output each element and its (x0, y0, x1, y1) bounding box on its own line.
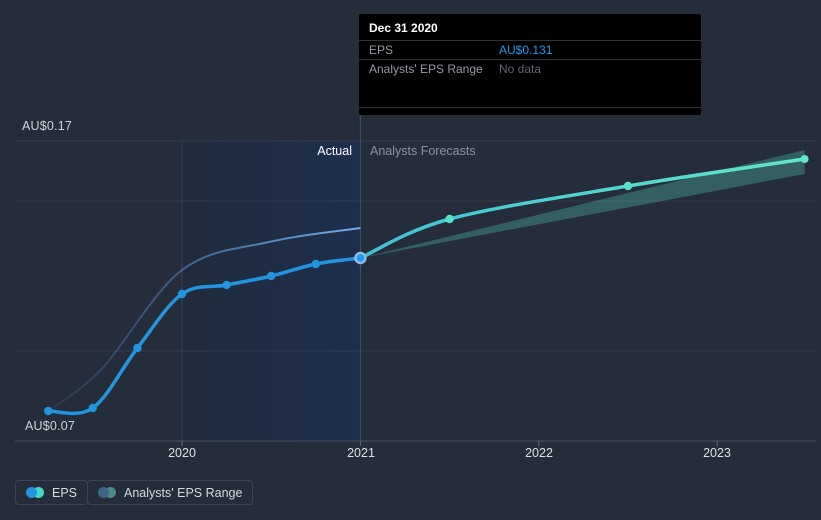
analysts-range-band (360, 150, 805, 258)
eps-dot[interactable] (267, 271, 276, 281)
y-axis-label-bottom: AU$0.07 (25, 419, 76, 433)
eps-line (46, 256, 363, 416)
tooltip-eps-value: AU$0.131 (499, 43, 553, 57)
tooltip-date: Dec 31 2020 (359, 14, 701, 41)
legend-eps-label: EPS (52, 485, 78, 500)
legend-toggle-eps[interactable]: EPS (15, 480, 89, 505)
highlight-panel (182, 141, 361, 441)
analysts-range-legend-icon (98, 487, 116, 498)
tooltip-range-value: No data (499, 62, 542, 76)
forecast-end-marker[interactable] (800, 155, 809, 163)
forecast-dot[interactable] (445, 214, 454, 224)
tooltip-range-label: Analysts' EPS Range (369, 62, 483, 76)
x-tick-label-2021: 2021 (347, 446, 375, 460)
tooltip-row-eps: EPS AU$0.131 (359, 41, 701, 60)
eps-dot[interactable] (311, 259, 320, 269)
x-tick-label-2022: 2022 (525, 446, 553, 460)
tooltip-eps-label: EPS (369, 43, 394, 57)
eps-dot[interactable] (88, 403, 98, 413)
legend-toggle-analysts-eps-range[interactable]: Analysts' EPS Range (87, 480, 254, 505)
highlight-dot[interactable] (354, 251, 367, 265)
forecast-line (358, 157, 807, 260)
eps-dot[interactable] (222, 280, 231, 290)
y-axis-label-top: AU$0.17 (22, 119, 73, 133)
legend-range-label: Analysts' EPS Range (124, 485, 243, 500)
eps-dot[interactable] (44, 406, 53, 416)
x-tick-label-2023: 2023 (703, 446, 731, 460)
forecast-zone-label: Analysts Forecasts (370, 144, 476, 158)
forecast-dot[interactable] (623, 181, 633, 191)
chart-canvas[interactable] (0, 0, 821, 465)
x-tick-label-2020: 2020 (168, 446, 196, 460)
tooltip-row-range: Analysts' EPS Range No data (359, 60, 701, 78)
actual-zone-label: Actual (317, 144, 352, 158)
tooltip: Dec 31 2020 EPS AU$0.131 Analysts' EPS R… (359, 14, 701, 115)
trend-line (47, 227, 361, 412)
eps-dot[interactable] (133, 343, 142, 353)
tooltip-spacer (359, 78, 701, 108)
eps-dot[interactable] (177, 289, 187, 299)
eps-legend-icon (26, 487, 44, 498)
